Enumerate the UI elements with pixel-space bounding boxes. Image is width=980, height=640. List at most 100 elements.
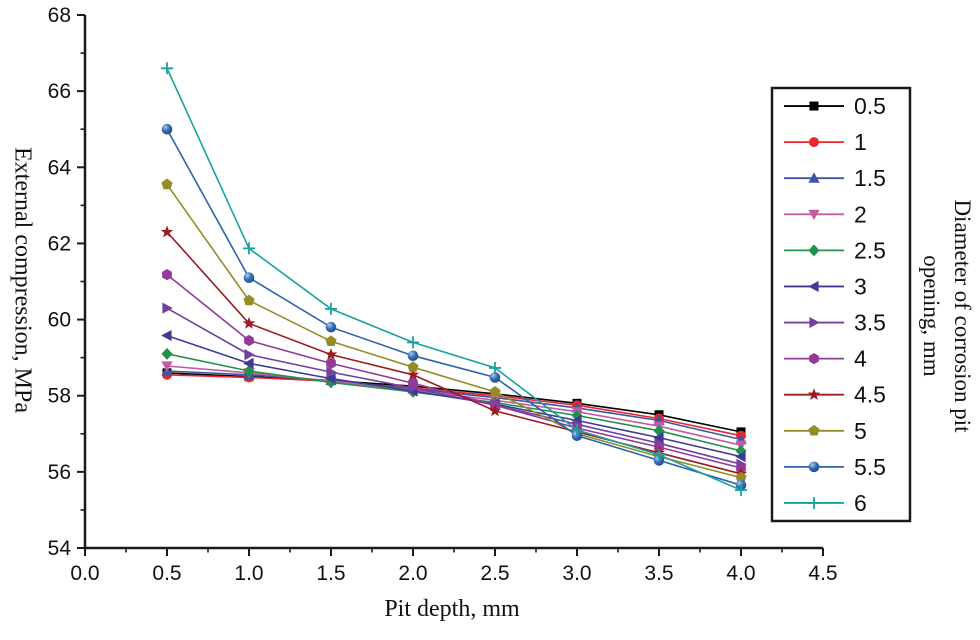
legend-item-2: 2 [784, 201, 867, 227]
series-5.5 [161, 123, 747, 491]
x-tick-label: 1.0 [234, 562, 263, 585]
marker-pentagon [243, 294, 255, 306]
series-line [166, 231, 742, 475]
legend-item-1: 1 [784, 129, 867, 155]
marker-hexagon [162, 269, 172, 281]
x-tick-label: 3.0 [562, 562, 591, 585]
right-axis-title-line1: Diameter of corrosion pit [950, 199, 976, 433]
marker-star [242, 316, 256, 329]
y-axis-title: External compression, MPa [9, 147, 36, 413]
marker-diamond [808, 244, 820, 257]
legend-item-3.5: 3.5 [784, 310, 886, 336]
marker-plus [653, 448, 665, 461]
series-line [166, 183, 742, 479]
marker-sphere [808, 461, 820, 473]
x-tick-label: 3.5 [644, 562, 673, 585]
marker-star [324, 347, 338, 360]
marker-pentagon [735, 471, 747, 483]
marker-plus [325, 302, 337, 315]
legend-item-6: 6 [784, 490, 867, 516]
y-tick-label: 68 [48, 4, 71, 27]
legend-box [770, 86, 912, 523]
legend-label: 2 [854, 201, 867, 227]
x-axis-title: Pit depth, mm [384, 596, 520, 622]
x-tick-label: 2.0 [398, 562, 427, 585]
series-line [166, 128, 742, 486]
marker-plus [407, 336, 419, 349]
right-axis-title: Diameter of corrosion pit opening, mm [916, 199, 978, 432]
y-tick-label: 64 [48, 156, 72, 179]
marker-sphere [243, 272, 255, 283]
marker-star [160, 225, 174, 238]
marker-hexagon [244, 334, 254, 347]
legend-item-5: 5 [784, 418, 867, 444]
legend-label: 3 [854, 273, 867, 299]
marker-plus [571, 423, 583, 436]
marker-sphere [489, 372, 501, 383]
marker-triangle-up [808, 172, 820, 183]
y-tick-label: 54 [48, 537, 72, 560]
marker-triangle-left [243, 357, 254, 369]
series-line [166, 334, 742, 458]
series-line [166, 307, 742, 465]
series-line [166, 273, 742, 469]
marker-pentagon [489, 386, 501, 397]
marker-triangle-down [161, 361, 173, 372]
marker-diamond [243, 364, 255, 377]
legend-label: 5.5 [854, 454, 886, 480]
marker-plus [161, 62, 173, 75]
marker-pentagon [325, 335, 337, 347]
marker-pentagon [407, 361, 419, 372]
marker-star [406, 368, 420, 381]
marker-plus [489, 361, 501, 374]
marker-plus [243, 242, 255, 255]
axes: 0.0 0.5 1.0 1.5 2.0 2.5 3.0 3.5 4.0 4.5 54 56 58 60 62… [48, 4, 838, 585]
y-tick-label: 66 [48, 80, 71, 103]
series-line [166, 374, 742, 437]
marker-star [807, 388, 821, 401]
marker-sphere [325, 321, 337, 333]
legend-item-5.5: 5.5 [784, 454, 886, 480]
marker-triangle-left [735, 451, 746, 463]
x-tick-label: 1.5 [316, 562, 345, 585]
marker-triangle-left [161, 329, 172, 342]
marker-triangle-left [325, 372, 336, 385]
legend-label: 4.5 [854, 382, 886, 408]
marker-circle [809, 137, 819, 148]
marker-triangle-right [244, 348, 255, 361]
marker-triangle-right [809, 316, 820, 329]
marker-triangle-right [326, 366, 337, 378]
legend-item-3: 3 [784, 273, 867, 299]
y-tick-label: 60 [48, 309, 71, 332]
legend-item-1.5: 1.5 [784, 165, 886, 191]
right-axis-title-line2: opening, mm [919, 255, 944, 377]
legend-label: 5 [854, 418, 867, 444]
legend-label: 3.5 [854, 310, 886, 336]
marker-star [488, 404, 502, 417]
legend: 0.5 1 1.5 2 2.5 3 3.5 4 4.5 5 5.5 6 [770, 86, 912, 523]
marker-pentagon [161, 178, 173, 190]
y-tick-label: 62 [48, 232, 71, 255]
legend-label: 4 [854, 346, 867, 372]
marker-hexagon [326, 357, 336, 369]
marker-diamond [161, 347, 173, 360]
series-line [166, 365, 742, 446]
marker-triangle-right [162, 302, 173, 314]
marker-triangle-down [808, 209, 820, 221]
marker-plus [735, 484, 747, 497]
marker-triangle-left [808, 280, 819, 293]
legend-item-2.5: 2.5 [784, 237, 886, 263]
legend-item-4: 4 [784, 346, 867, 372]
legend-label: 1 [854, 129, 867, 155]
plot-series [160, 62, 748, 497]
marker-triangle-left [653, 431, 664, 444]
marker-pentagon [808, 424, 820, 436]
legend-label: 1.5 [854, 165, 886, 191]
legend-item-0.5: 0.5 [784, 93, 886, 119]
marker-hexagon [809, 353, 819, 365]
marker-plus [808, 496, 820, 509]
axis-lines [83, 15, 823, 550]
y-tick-label: 56 [48, 461, 71, 484]
